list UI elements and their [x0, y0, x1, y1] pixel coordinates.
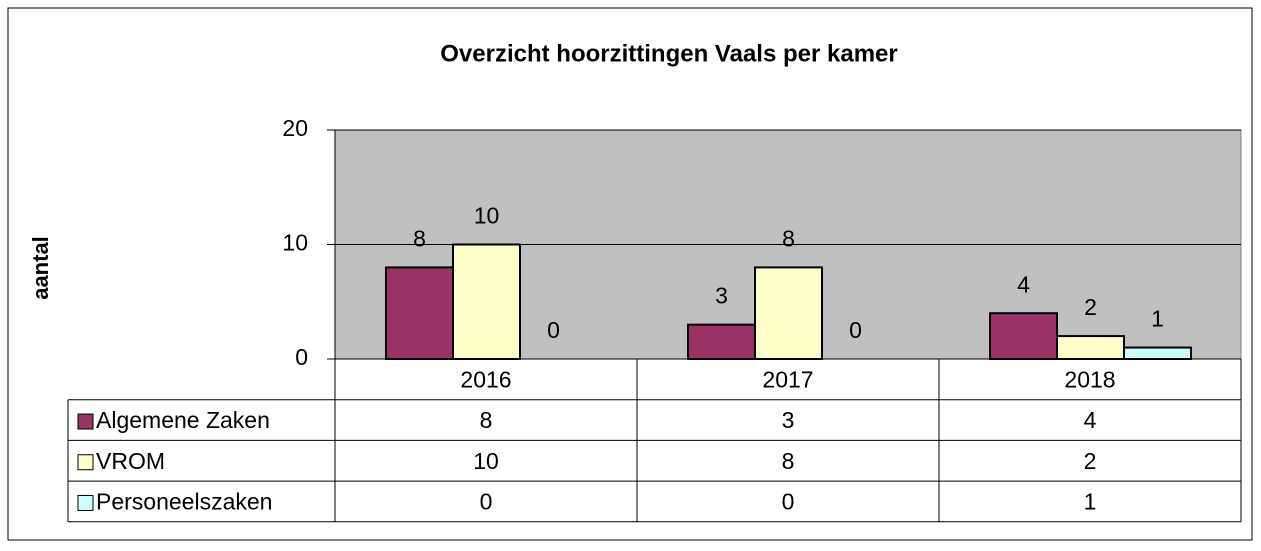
y-axis-label: aantal [28, 236, 53, 300]
data-label: 0 [849, 317, 862, 343]
table-cell: 0 [782, 489, 795, 515]
legend-key [77, 454, 94, 471]
data-label: 0 [547, 317, 560, 343]
table-cell: 0 [480, 489, 493, 515]
legend-label: VROM [96, 448, 165, 474]
table-cell: 4 [1084, 407, 1097, 433]
bar [754, 266, 823, 360]
bar [989, 312, 1058, 361]
bar [1056, 335, 1125, 361]
y-tick-label: 0 [295, 344, 308, 370]
y-tick-label: 20 [282, 115, 308, 141]
table-cell: 8 [480, 407, 493, 433]
legend-key [77, 413, 94, 430]
data-label: 1 [1151, 306, 1164, 332]
x-tick-label: 2017 [762, 366, 813, 392]
data-label: 2 [1084, 294, 1097, 320]
table-cell: 1 [1084, 489, 1097, 515]
bar [687, 323, 756, 360]
x-tick-label: 2018 [1064, 366, 1115, 392]
data-label: 8 [782, 225, 795, 251]
data-label: 4 [1017, 271, 1030, 297]
data-label: 8 [413, 225, 426, 251]
table-cell: 3 [782, 407, 795, 433]
y-tick-label: 10 [282, 230, 308, 256]
data-label: 10 [474, 203, 500, 229]
table-cell: 8 [782, 448, 795, 474]
chart-title: Overzicht hoorzittingen Vaals per kamer [440, 40, 897, 67]
table-cell: 10 [473, 448, 499, 474]
x-tick-label: 2016 [460, 366, 511, 392]
bar [385, 266, 454, 360]
legend-label: Personeelszaken [96, 489, 272, 515]
bar [1123, 346, 1192, 360]
data-label: 3 [715, 283, 728, 309]
legend-key [77, 494, 94, 511]
table-cell: 2 [1084, 448, 1097, 474]
bar [452, 243, 521, 360]
legend-label: Algemene Zaken [96, 407, 270, 433]
